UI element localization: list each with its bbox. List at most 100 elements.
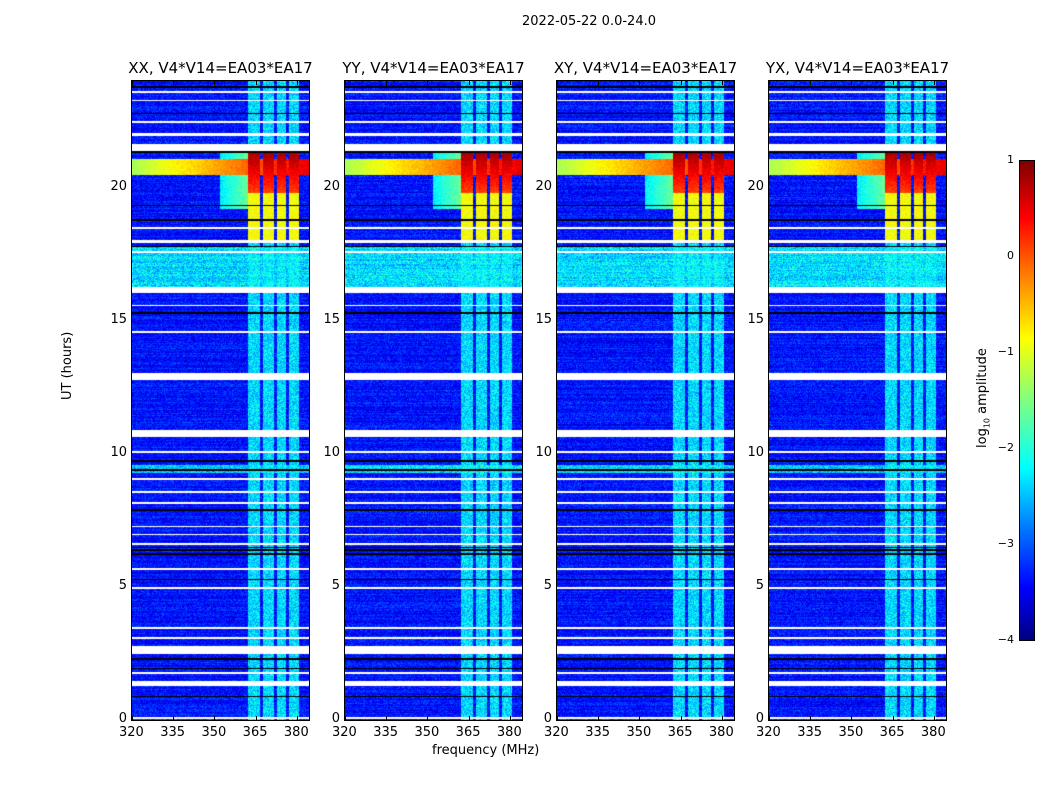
x-tick-mark	[296, 81, 298, 85]
y-tick-label: 0	[331, 711, 340, 726]
colorbar-tick-label: −3	[997, 537, 1014, 550]
x-tick-mark	[427, 716, 429, 720]
x-tick-label: 380	[283, 725, 309, 740]
x-tick-mark	[296, 716, 298, 720]
x-tick-mark	[345, 81, 346, 85]
x-tick-mark	[345, 716, 346, 720]
y-tick-label: 15	[747, 311, 764, 327]
x-tick-mark	[557, 716, 558, 720]
x-tick-mark	[933, 716, 935, 720]
x-tick-mark	[810, 716, 812, 720]
y-tick-label: 5	[755, 577, 764, 593]
colorbar-tick-label: −2	[997, 441, 1014, 454]
x-tick-mark	[721, 716, 723, 720]
x-tick-label: 365	[667, 725, 693, 740]
x-tick-label: 320	[332, 725, 357, 740]
y-tick-label: 5	[543, 577, 552, 593]
x-tick-mark	[509, 81, 511, 85]
x-tick-mark	[680, 716, 682, 720]
y-tick-label: 20	[747, 178, 764, 194]
x-tick-label: 365	[242, 725, 268, 740]
x-tick-mark	[509, 716, 511, 720]
y-tick-label: 10	[110, 444, 127, 460]
y-tick-label: 10	[747, 444, 764, 460]
x-tick-mark	[214, 716, 216, 720]
y-tick-label: 5	[118, 577, 127, 593]
x-tick-label: 350	[201, 725, 227, 740]
colorbar-label-sub: 10	[982, 417, 992, 429]
panel-title: YY, V4*V14=EA03*EA17	[342, 59, 525, 77]
y-tick-label: 0	[118, 711, 127, 726]
x-axis-label: frequency (MHz)	[432, 743, 540, 758]
y-tick-label: 5	[331, 577, 340, 593]
y-tick-label: 15	[535, 311, 552, 327]
colorbar-tick-label: −1	[997, 345, 1014, 358]
heatmap-image	[557, 81, 734, 720]
x-tick-label: 380	[920, 725, 946, 740]
x-tick-label: 380	[496, 725, 522, 740]
x-tick-mark	[386, 81, 388, 85]
x-tick-mark	[639, 81, 641, 85]
colorbar-tick-label: −4	[997, 633, 1014, 646]
x-tick-mark	[386, 716, 388, 720]
x-tick-label: 335	[797, 725, 823, 740]
heatmap-image	[132, 81, 309, 720]
x-tick-mark	[132, 716, 133, 720]
x-tick-label: 365	[455, 725, 481, 740]
x-tick-label: 350	[626, 725, 652, 740]
x-tick-mark	[468, 81, 470, 85]
x-tick-mark	[933, 81, 935, 85]
y-tick-label: 10	[323, 444, 340, 460]
x-tick-label: 320	[119, 725, 144, 740]
colorbar-label-suffix: amplitude	[975, 348, 990, 418]
x-tick-mark	[255, 81, 257, 85]
y-tick-label: 20	[323, 178, 340, 194]
x-tick-mark	[427, 81, 429, 85]
x-tick-mark	[255, 716, 257, 720]
x-tick-mark	[851, 81, 853, 85]
x-tick-mark	[557, 81, 558, 85]
x-tick-label: 335	[373, 725, 399, 740]
x-tick-mark	[598, 81, 600, 85]
waterfall-panel-2: YY, V4*V14=EA03*EA17	[342, 59, 525, 721]
colorbar-tick-label: 1	[1007, 153, 1014, 166]
x-tick-label: 380	[708, 725, 734, 740]
x-tick-mark	[598, 716, 600, 720]
y-tick-label: 10	[535, 444, 552, 460]
x-tick-label: 350	[414, 725, 440, 740]
x-tick-mark	[851, 716, 853, 720]
colorbar	[1019, 160, 1035, 641]
y-tick-label: 15	[323, 311, 340, 327]
x-tick-mark	[173, 716, 175, 720]
x-tick-mark	[132, 81, 133, 85]
x-tick-mark	[769, 716, 770, 720]
x-tick-label: 335	[160, 725, 186, 740]
x-tick-label: 320	[544, 725, 569, 740]
x-tick-mark	[639, 716, 641, 720]
x-tick-mark	[680, 81, 682, 85]
panel-title: YX, V4*V14=EA03*EA17	[765, 59, 950, 77]
y-tick-label: 0	[755, 711, 764, 726]
waterfall-panel-1: XX, V4*V14=EA03*EA17	[128, 59, 313, 721]
x-tick-mark	[892, 81, 894, 85]
colorbar-tick-label: 0	[1007, 249, 1014, 262]
y-tick-label: 15	[110, 311, 127, 327]
x-tick-mark	[721, 81, 723, 85]
x-tick-label: 365	[879, 725, 905, 740]
y-tick-label: 20	[110, 178, 127, 194]
y-tick-label: 0	[543, 711, 552, 726]
x-tick-label: 335	[585, 725, 611, 740]
x-tick-mark	[214, 81, 216, 85]
x-tick-mark	[173, 81, 175, 85]
panel-title: XX, V4*V14=EA03*EA17	[128, 59, 313, 77]
x-tick-mark	[892, 716, 894, 720]
heatmap-image	[769, 81, 946, 720]
x-tick-mark	[810, 81, 812, 85]
x-tick-mark	[468, 716, 470, 720]
colorbar-label: log10 amplitude	[975, 348, 992, 448]
figure-title: 2022-05-22 0.0-24.0	[522, 14, 656, 29]
colorbar-label-prefix: log	[975, 428, 990, 448]
x-tick-label: 350	[838, 725, 864, 740]
x-tick-mark	[769, 81, 770, 85]
